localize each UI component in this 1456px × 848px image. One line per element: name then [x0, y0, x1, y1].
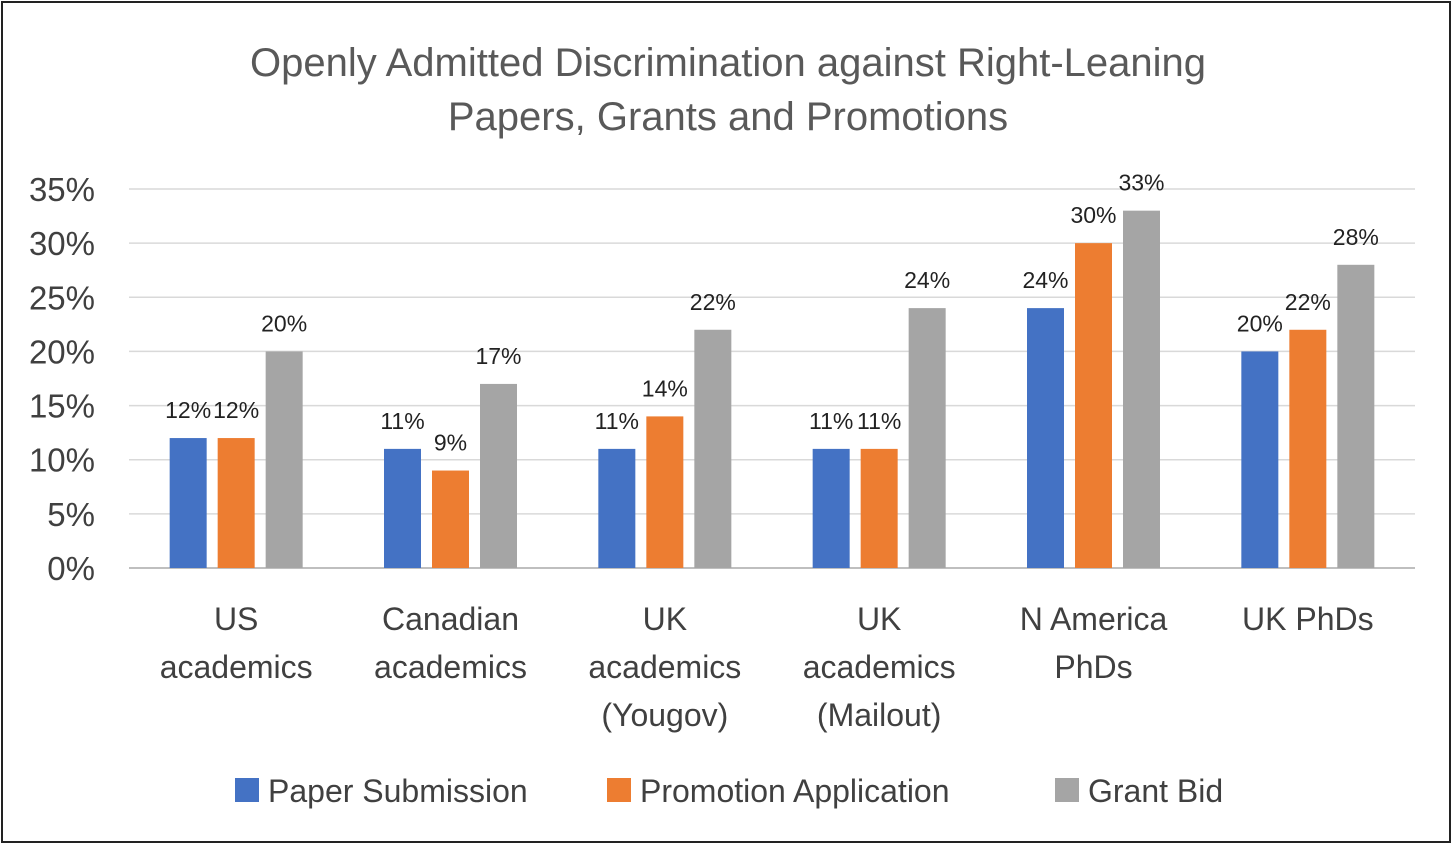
bar-grant-bid: [265, 351, 303, 568]
x-tick-label: UK PhDs: [1242, 601, 1374, 637]
bar-promotion-application: [860, 448, 898, 568]
legend-label: Grant Bid: [1088, 773, 1223, 809]
data-label: 20%: [1237, 310, 1283, 336]
bar-grant-bid: [908, 308, 946, 568]
data-label: 22%: [690, 289, 736, 315]
chart-title-line: Openly Admitted Discrimination against R…: [250, 41, 1206, 85]
bar-grant-bid: [1123, 210, 1160, 568]
bar-paper-submission: [169, 438, 207, 568]
y-tick-label: 10%: [29, 442, 95, 479]
data-label: 22%: [1285, 289, 1331, 315]
bar-grant-bid: [1337, 264, 1375, 568]
y-tick-label: 25%: [29, 279, 95, 316]
legend-label: Promotion Application: [640, 773, 950, 809]
x-tick-label: academics: [803, 649, 956, 685]
bar-paper-submission: [1027, 308, 1064, 568]
data-label: 11%: [809, 408, 853, 434]
data-label: 17%: [475, 343, 521, 369]
data-label: 24%: [904, 267, 950, 293]
legend-swatch-paper-submission: [235, 778, 259, 802]
x-tick-label: (Mailout): [817, 697, 941, 733]
x-tick-label: US: [214, 601, 258, 637]
x-tick-label: PhDs: [1054, 649, 1132, 685]
legend-swatch-grant-bid: [1055, 778, 1079, 802]
data-label: 12%: [213, 397, 259, 423]
bar-promotion-application: [217, 438, 255, 568]
x-tick-label: academics: [374, 649, 527, 685]
bars: [169, 210, 1375, 568]
x-tick-label: UK: [643, 601, 687, 637]
data-label: 11%: [380, 408, 424, 434]
gridlines: [129, 188, 1415, 569]
bar-promotion-application: [432, 470, 469, 568]
bar-paper-submission: [1241, 351, 1279, 568]
x-tick-label: N America: [1020, 601, 1168, 637]
data-label: 33%: [1118, 170, 1164, 196]
legend-swatch-promotion-application: [607, 778, 631, 802]
data-label: 14%: [642, 375, 688, 401]
bar-grant-bid: [480, 383, 517, 568]
y-tick-label: 5%: [47, 496, 95, 533]
bar-promotion-application: [1289, 329, 1327, 568]
data-label: 11%: [595, 408, 639, 434]
data-label: 12%: [165, 397, 211, 423]
data-label: 24%: [1022, 267, 1068, 293]
x-tick-label: Canadian: [382, 601, 519, 637]
bar-paper-submission: [384, 448, 421, 568]
y-tick-label: 30%: [29, 225, 95, 262]
data-label: 11%: [857, 408, 901, 434]
data-label: 20%: [261, 310, 307, 336]
bar-grant-bid: [694, 329, 732, 568]
y-tick-label: 20%: [29, 333, 95, 370]
x-tick-label: academics: [160, 649, 313, 685]
data-label: 9%: [434, 430, 467, 456]
x-axis-ticks: US academics Canadian academics UK academics (…: [160, 601, 1374, 733]
x-tick-label: UK: [857, 601, 901, 637]
x-tick-label: academics: [588, 649, 741, 685]
y-axis-ticks: 0% 5% 10% 15% 20% 25% 30% 35%: [29, 171, 95, 587]
legend: Paper Submission Promotion Application Gra…: [235, 773, 1223, 809]
bar-promotion-application: [1075, 243, 1112, 568]
data-label: 28%: [1333, 224, 1379, 250]
bar-chart: Openly Admitted Discrimination against R…: [29, 41, 1415, 809]
x-tick-label: (Yougov): [601, 697, 728, 733]
bar-paper-submission: [812, 448, 850, 568]
y-tick-label: 35%: [29, 171, 95, 208]
chart-title: Openly Admitted Discrimination against R…: [250, 41, 1206, 139]
bar-promotion-application: [646, 416, 684, 568]
data-label: 30%: [1070, 202, 1116, 228]
chart-title-line: Papers, Grants and Promotions: [448, 95, 1008, 139]
y-tick-label: 15%: [29, 388, 95, 425]
bar-paper-submission: [598, 448, 636, 568]
data-labels: 12% 11% 11% 11%24%20%12%9%14%11%30%22%20%17…: [165, 170, 1379, 456]
legend-label: Paper Submission: [268, 773, 528, 809]
y-tick-label: 0%: [47, 550, 95, 587]
